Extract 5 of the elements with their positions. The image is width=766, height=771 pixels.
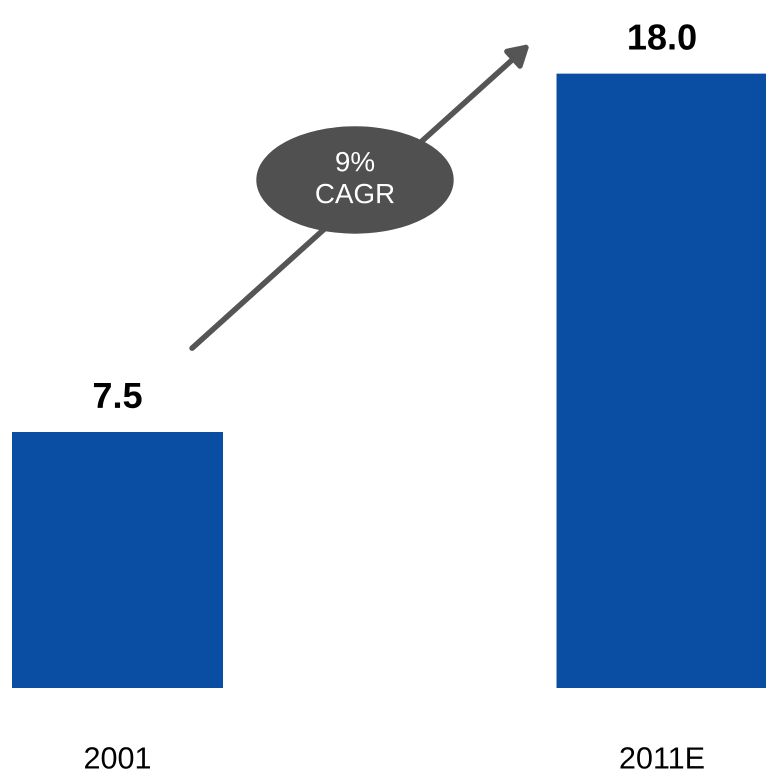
x-tick-label: 2011E (620, 747, 704, 769)
data-label: 7.5 (94, 383, 142, 408)
annotation: 9% CAGR (316, 152, 394, 204)
data-label: 18.0 (629, 24, 696, 50)
x-tick-label: 2001 (85, 747, 150, 769)
